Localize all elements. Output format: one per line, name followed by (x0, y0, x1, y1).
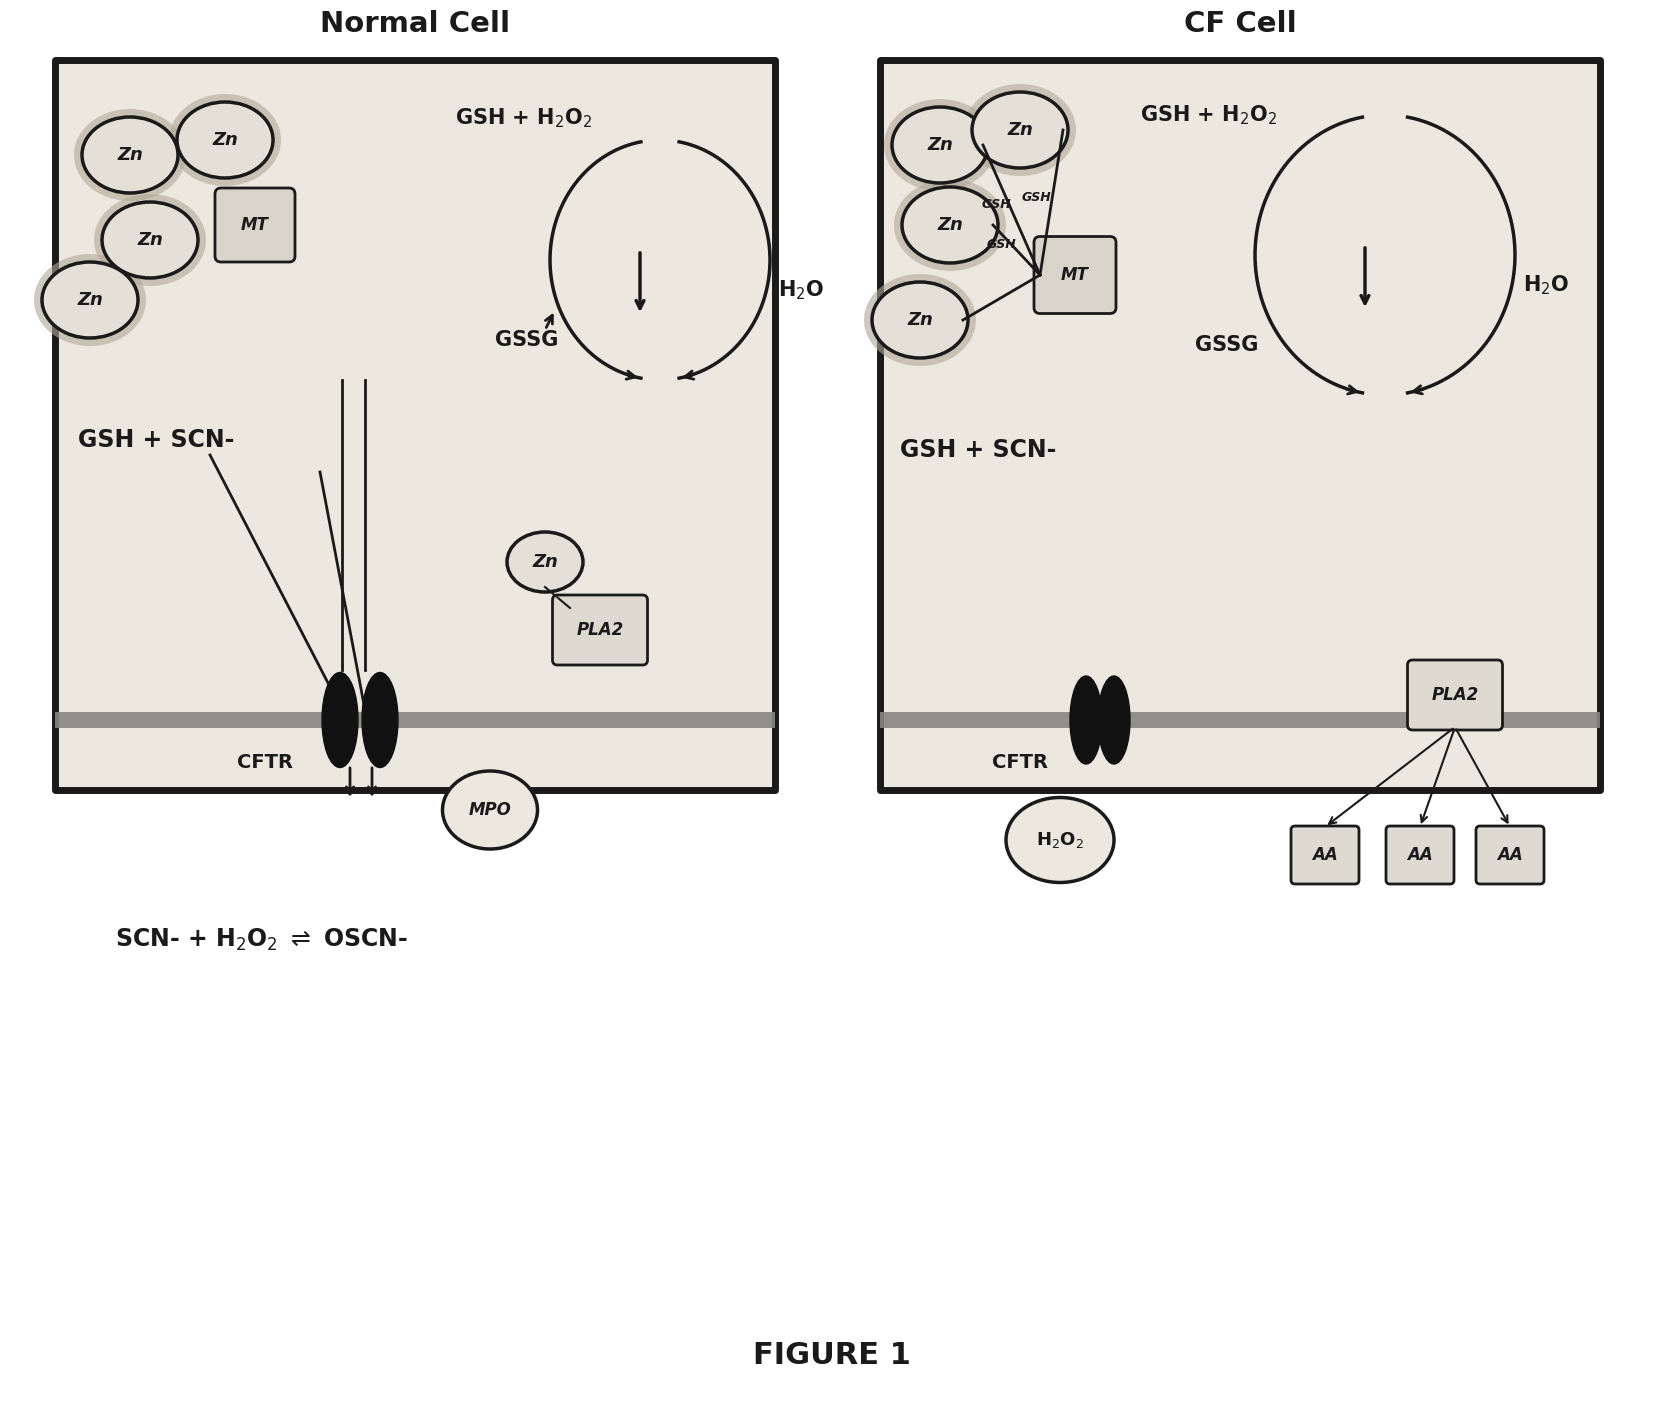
Ellipse shape (864, 274, 977, 367)
Text: Zn: Zn (927, 136, 953, 153)
Ellipse shape (176, 102, 273, 178)
Text: FIGURE 1: FIGURE 1 (754, 1340, 910, 1370)
Text: AA: AA (1313, 845, 1338, 864)
Ellipse shape (33, 254, 146, 345)
Text: Normal Cell: Normal Cell (319, 10, 511, 38)
Ellipse shape (323, 672, 358, 767)
FancyBboxPatch shape (1386, 826, 1454, 884)
Text: MT: MT (1062, 266, 1088, 284)
Text: Zn: Zn (907, 311, 934, 330)
Text: Zn: Zn (77, 291, 103, 308)
Ellipse shape (508, 531, 582, 593)
Ellipse shape (902, 188, 998, 263)
Text: MPO: MPO (469, 801, 511, 818)
FancyBboxPatch shape (1408, 659, 1503, 730)
Ellipse shape (892, 107, 988, 183)
Text: GSH: GSH (1022, 190, 1052, 205)
Ellipse shape (102, 202, 198, 279)
Ellipse shape (872, 281, 968, 358)
Ellipse shape (1098, 676, 1130, 764)
Ellipse shape (93, 195, 206, 286)
Bar (880, 712, 1601, 728)
Text: GSH: GSH (987, 239, 1017, 252)
Text: GSSG: GSSG (494, 330, 559, 350)
Text: GSSG: GSSG (1195, 335, 1258, 355)
Text: GSH + SCN-: GSH + SCN- (900, 438, 1057, 462)
Text: Zn: Zn (937, 216, 963, 234)
Ellipse shape (894, 179, 1007, 271)
Ellipse shape (363, 672, 398, 767)
Ellipse shape (73, 109, 186, 200)
Ellipse shape (1070, 676, 1102, 764)
FancyBboxPatch shape (1033, 236, 1117, 314)
Text: H$_2$O$_2$: H$_2$O$_2$ (1037, 830, 1083, 850)
Ellipse shape (42, 261, 138, 338)
Text: Zn: Zn (136, 232, 163, 249)
Text: MT: MT (241, 216, 270, 234)
Text: Zn: Zn (532, 553, 557, 571)
FancyBboxPatch shape (215, 188, 295, 261)
Text: CFTR: CFTR (992, 753, 1048, 772)
Text: GSH + SCN-: GSH + SCN- (78, 428, 235, 452)
Ellipse shape (82, 117, 178, 193)
Bar (55, 60, 775, 790)
Ellipse shape (972, 92, 1068, 168)
FancyBboxPatch shape (1476, 826, 1544, 884)
Bar (55, 712, 775, 728)
Text: AA: AA (1408, 845, 1433, 864)
Text: GSH + H$_2$O$_2$: GSH + H$_2$O$_2$ (454, 107, 592, 129)
Text: AA: AA (1498, 845, 1523, 864)
Text: GSH + H$_2$O$_2$: GSH + H$_2$O$_2$ (1140, 104, 1276, 126)
FancyBboxPatch shape (1291, 826, 1359, 884)
Text: CFTR: CFTR (236, 753, 293, 772)
Bar (880, 60, 1601, 790)
Ellipse shape (1007, 797, 1113, 882)
Text: GSH: GSH (982, 199, 1010, 212)
Ellipse shape (963, 84, 1077, 176)
Ellipse shape (170, 94, 281, 186)
Text: Zn: Zn (116, 146, 143, 163)
Text: PLA2: PLA2 (576, 621, 624, 639)
Text: SCN- + H$_2$O$_2$ $\rightleftharpoons$ OSCN-: SCN- + H$_2$O$_2$ $\rightleftharpoons$ O… (115, 926, 408, 953)
Ellipse shape (884, 99, 997, 190)
Text: H$_2$O: H$_2$O (779, 279, 824, 301)
Text: Zn: Zn (1007, 121, 1033, 139)
Ellipse shape (443, 772, 537, 848)
Text: PLA2: PLA2 (1431, 686, 1479, 703)
Text: H$_2$O: H$_2$O (1523, 273, 1569, 297)
Text: Zn: Zn (211, 131, 238, 149)
Text: CF Cell: CF Cell (1183, 10, 1296, 38)
FancyBboxPatch shape (552, 595, 647, 665)
